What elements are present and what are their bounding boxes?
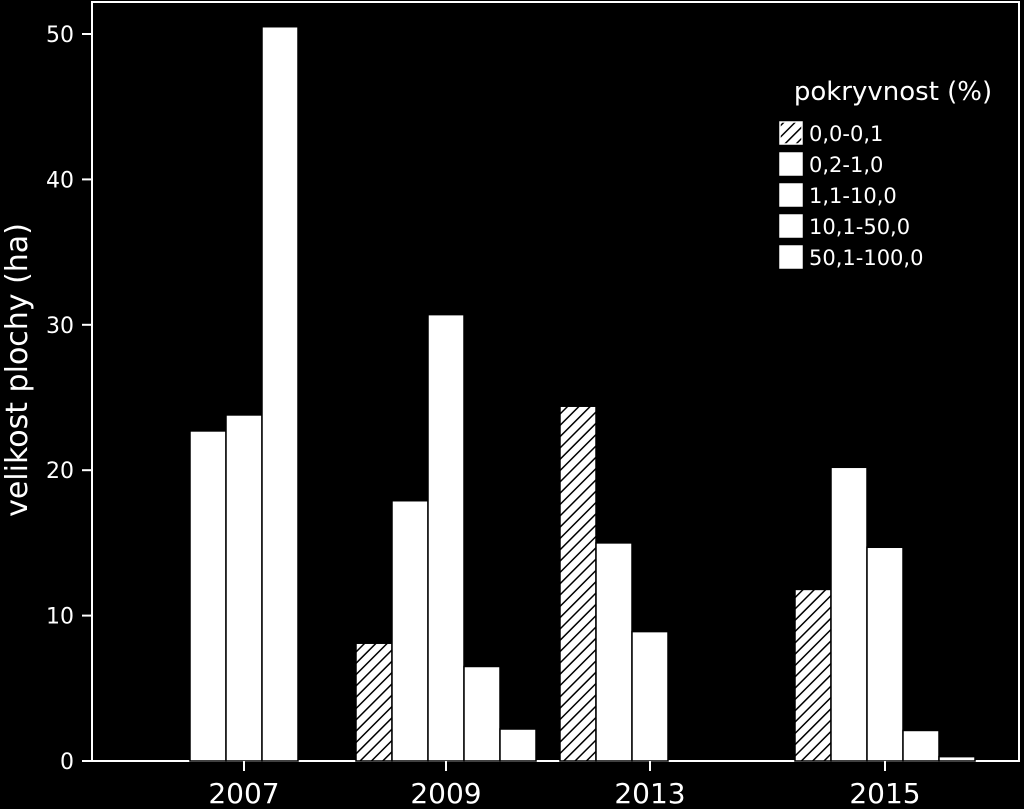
legend-swatch-2: [779, 152, 803, 176]
bar-2015-series-5: [938, 755, 976, 762]
x-tick-label-2009: 2009: [410, 777, 481, 805]
bar-2013-series-1: [559, 405, 597, 762]
plot-frame: [91, 1, 1020, 762]
bar-2007-series-3: [225, 414, 263, 762]
bar-2015-series-2: [830, 466, 868, 762]
bar-2009-series-5: [499, 728, 537, 762]
legend-swatch-3: [779, 183, 803, 207]
bar-2007-series-4: [261, 25, 299, 762]
bar-2013-series-2: [595, 542, 633, 762]
x-tick-label-2015: 2015: [849, 777, 920, 805]
legend-swatch-5: [779, 245, 803, 269]
bar-2015-series-1: [794, 588, 832, 762]
y-tick-label-0: 0: [60, 750, 74, 775]
legend-items: 0,0-0,1 0,2-1,0 1,1-10,0 10,1-50,0 50,1-100,…: [779, 121, 923, 270]
x-axis: 2007 2009 2013 2015: [208, 761, 921, 809]
y-tick-label-10: 10: [46, 605, 74, 630]
legend-label-3: 1,1-10,0: [809, 184, 897, 208]
y-axis-label: velikost plochy (ha): [0, 223, 35, 517]
legend-label-1: 0,0-0,1: [809, 122, 883, 146]
y-tick-label-20: 20: [46, 459, 74, 484]
y-tick-label-50: 50: [46, 23, 74, 48]
bar-2009-series-4: [463, 665, 501, 762]
y-tick-label-30: 30: [46, 314, 74, 339]
y-tick-label-40: 40: [46, 168, 74, 193]
x-tick-label-2007: 2007: [208, 777, 279, 805]
legend-swatch-4: [779, 214, 803, 238]
bar-2013-series-3: [631, 630, 669, 762]
legend-swatch-1: [779, 121, 803, 145]
legend-label-2: 0,2-1,0: [809, 153, 883, 177]
bar-2015-series-4: [902, 729, 940, 762]
legend-label-4: 10,1-50,0: [809, 215, 910, 239]
x-tick-label-2013: 2013: [614, 777, 685, 805]
bar-2007-series-2: [189, 430, 227, 762]
bar-2015-series-3: [866, 546, 904, 762]
legend-label-5: 50,1-100,0: [809, 246, 923, 270]
bar-2009-series-2: [391, 499, 429, 762]
y-axis: 0 10 20 30 40 50: [46, 23, 92, 775]
legend: pokryvnost (%) 0,0-0,1 0,2-1,0 1,1-10,0 10,…: [779, 77, 992, 270]
bars-layer: [189, 25, 976, 762]
bar-2009-series-3: [427, 313, 465, 762]
bar-2009-series-1: [355, 642, 393, 762]
legend-title: pokryvnost (%): [794, 77, 992, 107]
